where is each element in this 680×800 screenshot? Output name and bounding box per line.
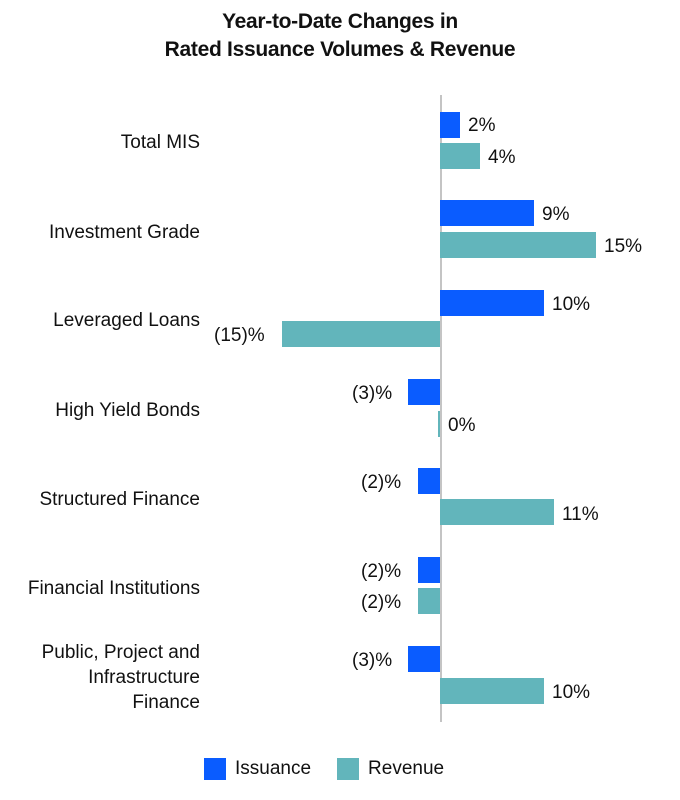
bar-issuance [418,468,440,494]
value-label-revenue: 4% [488,147,516,168]
value-label-issuance: (2)% [361,472,402,493]
chart-title: Year-to-Date Changes in Rated Issuance V… [0,8,680,64]
value-label-revenue: 15% [604,236,643,257]
bar-issuance [440,112,460,138]
category-label: High Yield Bonds [55,400,200,421]
bar-revenue [440,499,554,525]
bar-issuance [440,290,544,316]
value-label-revenue: 0% [448,415,476,436]
category-label: Total MIS [120,132,200,153]
value-label-issuance: 10% [552,294,591,315]
category-label-line: Public, Project and [41,642,200,663]
value-label-revenue: (15)% [214,325,265,346]
category-label: Financial Institutions [27,578,200,599]
value-label-revenue: 10% [552,682,591,703]
value-label-issuance: 9% [542,204,570,225]
category-label-line: Infrastructure [88,667,200,688]
legend-item-revenue: Revenue [337,758,444,780]
value-label-issuance: (3)% [352,383,393,404]
bar-issuance [440,200,534,226]
legend-swatch-issuance [204,758,226,780]
value-label-revenue: (2)% [361,592,402,613]
value-label-issuance: 2% [468,115,496,136]
value-label-revenue: 11% [562,504,599,525]
category-label-line: Finance [132,692,200,713]
bar-revenue [440,678,544,704]
bar-revenue [282,321,440,347]
category-label: Investment Grade [48,222,200,243]
chart-title-line1: Year-to-Date Changes in [222,10,458,33]
bar-revenue [418,588,440,614]
category-label: Structured Finance [39,489,200,510]
bar-issuance [408,379,440,405]
legend-swatch-revenue [337,758,360,780]
chart-title-line2: Rated Issuance Volumes & Revenue [164,38,516,61]
legend-label-issuance: Issuance [235,758,312,779]
bar-issuance [418,557,440,583]
legend-label-revenue: Revenue [368,758,445,779]
value-label-issuance: (2)% [361,561,402,582]
zero-axis-line [440,95,442,722]
bar-issuance [408,646,440,672]
legend: Issuance Revenue [204,758,470,780]
bar-revenue [438,411,440,437]
bar-revenue [440,232,596,258]
bar-revenue [440,143,480,169]
category-label: Leveraged Loans [53,310,200,331]
value-label-issuance: (3)% [352,650,393,671]
category-label: Public, Project and Infrastructure Finan… [42,640,200,715]
legend-item-issuance: Issuance [204,758,311,780]
